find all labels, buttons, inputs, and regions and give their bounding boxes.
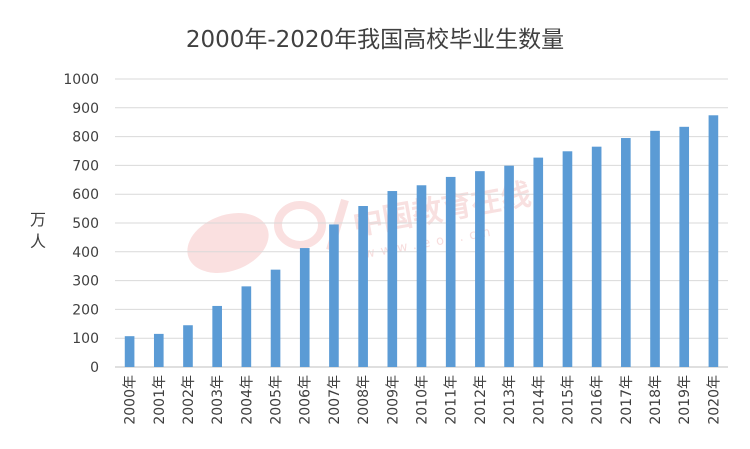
- bar: [679, 126, 690, 367]
- x-tick-label: 2005年: [269, 375, 285, 425]
- bar: [708, 115, 719, 368]
- bars: [124, 115, 719, 368]
- x-tick-label: 2019年: [677, 375, 693, 425]
- x-tick-label: 2006年: [298, 375, 314, 425]
- x-tick-label: 2003年: [210, 375, 226, 425]
- bar: [241, 286, 252, 367]
- x-tick-label: 2008年: [356, 375, 372, 425]
- x-tick-label: 2013年: [502, 375, 518, 425]
- y-tick-label: 500: [72, 216, 99, 232]
- x-tick-label: 2001年: [152, 375, 168, 425]
- bar: [591, 146, 602, 367]
- y-tick-label: 0: [90, 360, 99, 376]
- x-tick-label: 2018年: [648, 375, 664, 425]
- bar: [329, 224, 339, 367]
- y-tick-label: 300: [72, 274, 99, 290]
- bar: [183, 325, 193, 367]
- bar: [621, 138, 631, 367]
- bar: [212, 305, 222, 367]
- y-axis-label-char: 万: [30, 210, 46, 229]
- bar: [124, 336, 135, 367]
- bar: [504, 165, 514, 367]
- bar: [358, 206, 368, 367]
- x-tick-label: 2011年: [444, 375, 460, 425]
- x-tick-label: 2020年: [706, 375, 722, 425]
- bar: [153, 333, 164, 367]
- x-tick-label: 2002年: [181, 375, 197, 425]
- bar: [270, 269, 281, 367]
- y-tick-label: 700: [72, 158, 99, 174]
- y-axis-ticks: 0 100 200 300 400 500 600 700 800 900 1000: [63, 72, 99, 376]
- x-tick-label: 2014年: [531, 375, 547, 425]
- y-tick-label: 100: [72, 331, 99, 347]
- x-tick-label: 2000年: [123, 375, 139, 425]
- y-axis-label: 万人: [30, 210, 46, 251]
- x-tick-label: 2017年: [619, 375, 635, 425]
- bar: [475, 171, 485, 367]
- bar: [416, 185, 427, 367]
- y-tick-label: 800: [72, 130, 99, 146]
- y-tick-label: 400: [72, 245, 99, 261]
- eol-logo-image: [187, 198, 349, 273]
- bar: [387, 191, 398, 367]
- bar: [299, 248, 310, 367]
- y-axis-label-char: 人: [30, 232, 46, 251]
- x-tick-label: 2015年: [560, 375, 576, 425]
- bar: [562, 151, 573, 367]
- x-tick-label: 2004年: [239, 375, 255, 425]
- y-tick-label: 200: [72, 302, 99, 318]
- y-tick-label: 900: [72, 101, 99, 117]
- y-tick-label: 1000: [63, 72, 99, 88]
- x-tick-label: 2016年: [590, 375, 606, 425]
- y-tick-label: 600: [72, 187, 99, 203]
- chart-title: 2000年-2020年我国高校毕业生数量: [186, 27, 564, 53]
- bar: [445, 176, 456, 367]
- bar: [533, 157, 544, 367]
- x-tick-label: 2009年: [385, 375, 401, 425]
- x-axis-ticks: 2000年 2001年 2002年 2003年 2004年 2005年 2006年 2007年…: [123, 375, 723, 425]
- x-tick-label: 2012年: [473, 375, 489, 425]
- bar: [650, 130, 660, 367]
- x-tick-label: 2007年: [327, 375, 343, 425]
- x-tick-label: 2010年: [415, 375, 431, 425]
